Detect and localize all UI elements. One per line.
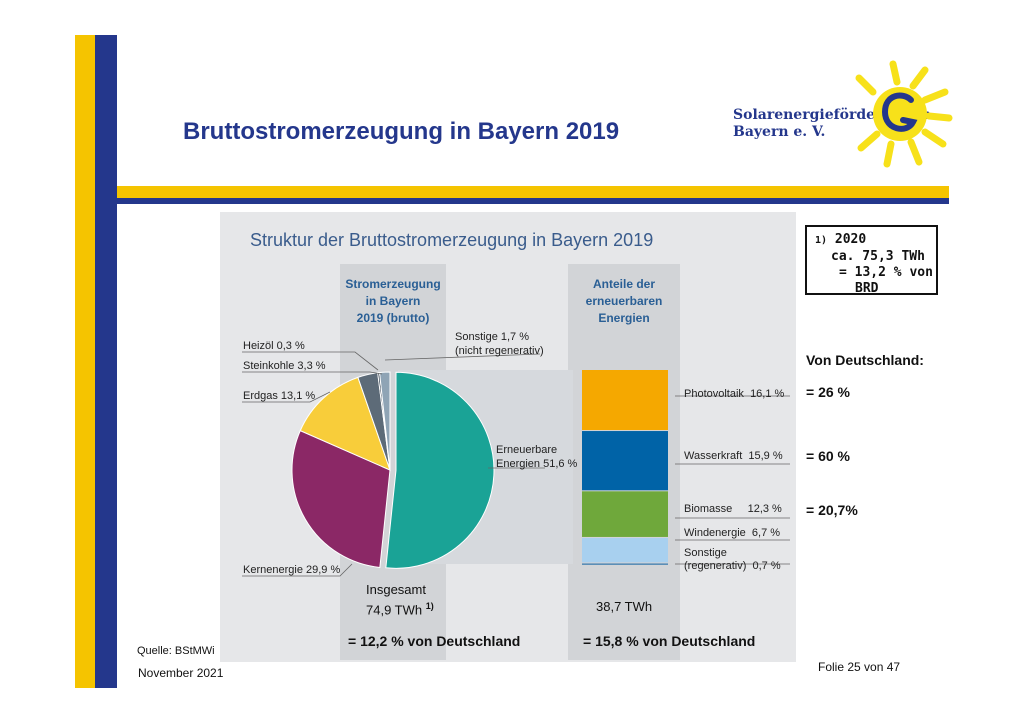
footnote-line-4: BRD bbox=[855, 281, 879, 296]
total-label: Insgesamt bbox=[366, 582, 426, 597]
germany-share-photovoltaik: = 26 % bbox=[806, 384, 850, 400]
label-steinkohle: Steinkohle 3,3 % bbox=[243, 360, 326, 372]
sonstige-reg-line-1: Sonstige bbox=[684, 547, 727, 559]
pie-result: = 12,2 % von Deutschland bbox=[348, 633, 521, 649]
total-footnote: 1) bbox=[425, 601, 434, 611]
label-sonstige-nicht-regenerativ: Sonstige 1,7 % (nicht regenerativ) bbox=[455, 330, 544, 358]
sonstige-line-1: Sonstige 1,7 % bbox=[455, 331, 529, 343]
erneuerbare-line-2: Energien 51,6 % bbox=[496, 458, 578, 470]
footnote-line-3: = 13,2 % von bbox=[839, 265, 933, 280]
footnote-line-2: ca. 75,3 TWh bbox=[831, 249, 925, 264]
source-note: Quelle: BStMWi bbox=[137, 645, 215, 657]
germany-share-wasserkraft: = 60 % bbox=[806, 448, 850, 464]
footnote-box: 1) 2020 ca. 75,3 TWh = 13,2 % von BRD bbox=[805, 225, 938, 296]
biomasse-name: Biomasse bbox=[684, 503, 733, 515]
sonstige-reg-value: 0,7 % bbox=[752, 560, 781, 572]
label-kernenergie: Kernenergie 29,9 % bbox=[243, 564, 341, 576]
bar-heading-line-2: erneuerbaren bbox=[585, 294, 663, 308]
pie-slice-erneuerbare bbox=[385, 371, 495, 569]
slide-number: Folie 25 von 47 bbox=[818, 660, 901, 674]
label-photovoltaik: Photovoltaik 16,1 % bbox=[684, 388, 784, 400]
label-erdgas: Erdgas 13,1 % bbox=[243, 390, 316, 402]
pie-chart bbox=[291, 371, 495, 569]
date-footer: November 2021 bbox=[138, 666, 224, 680]
bar-heading-line-1: Anteile der bbox=[592, 277, 655, 291]
bar-heading-line-3: Energien bbox=[598, 311, 650, 325]
left-yellow-bar bbox=[75, 35, 95, 688]
wasserkraft-name: Wasserkraft bbox=[684, 450, 743, 462]
windenergie-value: 6,7 % bbox=[751, 527, 781, 539]
footnote-year: 2020 bbox=[834, 232, 867, 247]
pie-slice-kernenergie bbox=[291, 429, 391, 569]
total-value-line: 74,9 TWh 1) bbox=[366, 598, 434, 618]
left-blue-bar bbox=[95, 35, 117, 688]
header-blue-rule bbox=[117, 198, 949, 204]
footnote-line-1: 1) 2020 bbox=[815, 232, 936, 249]
photovoltaik-name: Photovoltaik bbox=[684, 388, 744, 400]
label-wasserkraft: Wasserkraft 15,9 % bbox=[684, 450, 783, 462]
bar-result: = 15,8 % von Deutschland bbox=[583, 633, 756, 649]
windenergie-name: Windenergie bbox=[684, 527, 746, 539]
pie-total: Insgesamt 74,9 TWh 1) bbox=[366, 582, 434, 618]
label-heizoel: Heizöl 0,3 % bbox=[243, 340, 305, 352]
label-erneuerbare: Erneuerbare Energien 51,6 % bbox=[496, 443, 577, 471]
erneuerbare-line-1: Erneuerbare bbox=[496, 444, 558, 456]
pie-heading-line-3: 2019 (brutto) bbox=[356, 311, 430, 325]
sonstige-line-2: (nicht regenerativ) bbox=[455, 345, 544, 357]
total-value: 74,9 TWh bbox=[366, 602, 423, 618]
biomasse-value: 12,3 % bbox=[747, 503, 782, 515]
pie-heading-line-1: Stromerzeugung bbox=[345, 277, 441, 291]
header-yellow-rule bbox=[117, 186, 949, 198]
bar-segment-windenergie bbox=[582, 537, 668, 563]
sun-logo-icon bbox=[855, 60, 953, 168]
pie-slice-sonstige bbox=[378, 371, 391, 471]
bar-segment-photovoltaik bbox=[582, 370, 668, 431]
footnote-marker: 1) bbox=[815, 235, 828, 246]
label-biomasse: Biomasse 12,3 % bbox=[684, 503, 782, 515]
label-windenergie: Windenergie 6,7 % bbox=[684, 527, 780, 539]
sonstige-reg-name: (regenerativ) bbox=[684, 560, 747, 572]
renewables-stacked-bar bbox=[582, 370, 668, 565]
slide-title: Bruttostromerzeugung in Bayern 2019 bbox=[183, 118, 620, 145]
bar-segment-biomasse bbox=[582, 491, 668, 537]
logo-line-2: Bayern e. V. bbox=[733, 124, 826, 140]
bar-column-heading: Anteile der erneuerbaren Energien bbox=[568, 276, 680, 327]
wasserkraft-value: 15,9 % bbox=[748, 450, 783, 462]
photovoltaik-value: 16,1 % bbox=[750, 388, 785, 400]
sonstige-reg-line-2: (regenerativ) 0,7 % bbox=[684, 560, 781, 573]
germany-heading: Von Deutschland: bbox=[806, 352, 924, 368]
bar-segment-sonstige bbox=[582, 563, 668, 565]
leader-lines bbox=[242, 351, 790, 577]
germany-share-biomasse: = 20,7% bbox=[806, 502, 858, 518]
chart-title: Struktur der Bruttostromerzeugung in Bay… bbox=[250, 230, 654, 250]
pie-heading-line-2: in Bayern bbox=[365, 294, 421, 308]
bar-segment-wasserkraft bbox=[582, 431, 668, 491]
pie-column-heading: Stromerzeugung in Bayern 2019 (brutto) bbox=[340, 276, 446, 327]
bar-total: 38,7 TWh bbox=[596, 599, 653, 614]
pie-slice-erdgas bbox=[299, 376, 391, 471]
label-sonstige-regenerativ: Sonstige (regenerativ) 0,7 % bbox=[684, 547, 781, 573]
